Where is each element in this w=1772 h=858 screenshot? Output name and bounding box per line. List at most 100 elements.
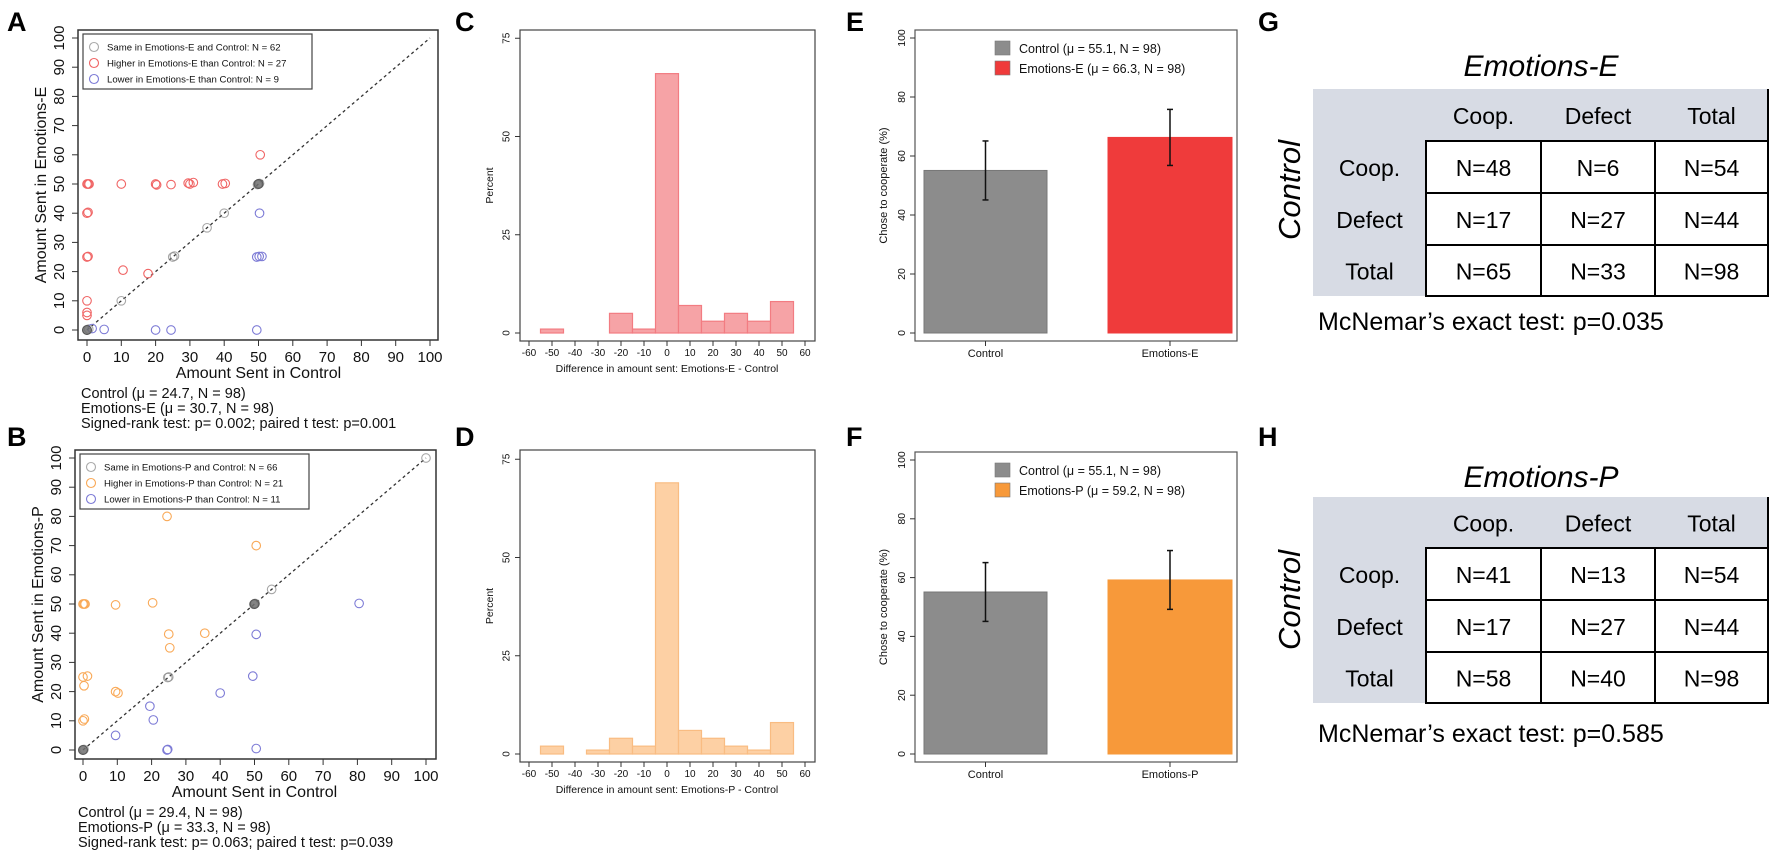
y-tick-label: 25 (502, 650, 513, 662)
row-header: Defect (1336, 614, 1403, 640)
data-point (113, 688, 123, 698)
panel-label-g: G (1258, 7, 1279, 37)
error-bar (982, 140, 989, 201)
y-tick-label: 90 (48, 479, 65, 496)
data-point (82, 208, 92, 219)
data-point (254, 208, 265, 219)
stats-line: Emotions-P (μ = 33.3, N = 98) (78, 820, 271, 836)
histogram-bar (700, 320, 726, 334)
data-point (219, 208, 230, 219)
x-tick-label: 50 (250, 349, 267, 366)
column-header: Defect (1565, 103, 1632, 129)
data-point (188, 177, 199, 188)
x-tick-label: 0 (83, 349, 91, 366)
column-header: Coop. (1453, 511, 1514, 537)
data-point (110, 730, 121, 741)
stats-line: Control (μ = 24.7, N = 98) (81, 386, 246, 402)
data-point (79, 714, 90, 724)
table-cell: N=98 (1684, 666, 1740, 692)
legend-entry: Lower in Emotions-E than Control: N = 9 (107, 75, 279, 86)
y-tick-label: 50 (502, 131, 513, 143)
legend-entry: Lower in Emotions-P than Control: N = 11 (104, 495, 280, 506)
column-header: Coop. (1453, 103, 1514, 129)
legend: Same in Emotions-P and Control: N = 66 Hi… (79, 453, 310, 510)
panel-label-b: B (7, 422, 27, 452)
panel-label-h: H (1258, 422, 1278, 452)
panel-label-c: C (455, 7, 475, 37)
table-cell: N=17 (1456, 207, 1512, 233)
y-tick-label: 40 (48, 625, 65, 642)
x-tick-label: 70 (315, 768, 332, 785)
legend-entry: Higher in Emotions-P than Control: N = 2… (104, 479, 283, 490)
y-tick-label: 80 (48, 508, 65, 525)
legend-marker-icon (85, 477, 97, 489)
data-point (421, 453, 431, 463)
x-axis-label: Amount Sent in Control (176, 365, 341, 382)
data-point (162, 744, 173, 755)
x-tick-label: 80 (353, 349, 370, 366)
legend-frame (82, 33, 313, 90)
data-point (266, 584, 277, 595)
scatter-plot-a: 0 10 20 30 40 50 60 70 80 90 100 0 10 20 30 40 50 60 70 80 9… (33, 25, 442, 432)
x-tick-label: 20 (707, 769, 719, 780)
table-cell: N=54 (1684, 562, 1740, 588)
y-tick-label: 30 (48, 654, 65, 671)
x-tick-label: -10 (637, 348, 652, 359)
data-point (164, 642, 175, 653)
legend-entry: Same in Emotions-P and Control: N = 66 (104, 463, 277, 474)
histogram-bar (631, 328, 657, 334)
table-cell: N=27 (1570, 207, 1626, 233)
data-point (251, 743, 262, 754)
data-point (215, 688, 226, 698)
x-tick-label: -20 (614, 348, 629, 359)
legend-marker-icon (85, 493, 97, 505)
y-tick-label: 0 (48, 746, 65, 754)
data-point (99, 324, 109, 335)
x-tick-label: Emotions-P (1142, 769, 1199, 781)
x-tick-label: 10 (109, 768, 126, 785)
table-title: Emotions-P (1463, 461, 1618, 494)
histogram-bar (677, 729, 703, 755)
x-tick-label: 40 (212, 768, 229, 785)
data-point (82, 310, 92, 321)
stats-line: Signed-rank test: p= 0.063; paired t tes… (78, 835, 393, 851)
x-tick-label: 0 (79, 768, 87, 785)
x-tick-label: -10 (637, 769, 652, 780)
y-tick-label: 70 (48, 537, 65, 554)
legend-entry: Higher in Emotions-E than Control: N = 2… (107, 59, 286, 70)
data-point-cluster (253, 179, 264, 189)
table-cell: N=98 (1684, 259, 1740, 285)
data-point (116, 179, 127, 189)
x-tick-label: 0 (664, 348, 670, 359)
x-tick-label: 60 (799, 769, 811, 780)
y-tick-label: 0 (502, 751, 513, 757)
x-tick-label: -50 (545, 769, 560, 780)
x-tick-label: 30 (730, 348, 742, 359)
row-header: Total (1345, 259, 1394, 285)
y-tick-label: 60 (51, 146, 68, 163)
y-tick-label: 30 (51, 234, 68, 251)
data-point (151, 180, 162, 190)
data-point (163, 629, 174, 639)
table-title: Emotions-E (1463, 50, 1619, 83)
panel-label-d: D (455, 422, 475, 452)
data-point (202, 222, 212, 233)
y-tick-label: 0 (51, 326, 68, 334)
legend-frame (79, 453, 310, 510)
data-point-cluster (78, 745, 88, 755)
x-axis-label: Amount Sent in Control (172, 784, 337, 801)
data-point (167, 252, 178, 262)
table-cell: N=54 (1684, 155, 1740, 181)
data-point (84, 179, 94, 189)
row-axis-label: Control (1272, 549, 1307, 650)
legend-marker-icon (88, 41, 100, 53)
data-point (162, 511, 172, 522)
panel-label-a: A (7, 7, 27, 37)
data-point (118, 265, 128, 275)
y-axis-label: Percent (484, 167, 496, 203)
x-tick-label: 30 (178, 768, 195, 785)
x-tick-label: 50 (776, 348, 788, 359)
x-axis-label: Difference in amount sent: Emotions-E - … (556, 363, 779, 375)
data-point (254, 251, 265, 262)
